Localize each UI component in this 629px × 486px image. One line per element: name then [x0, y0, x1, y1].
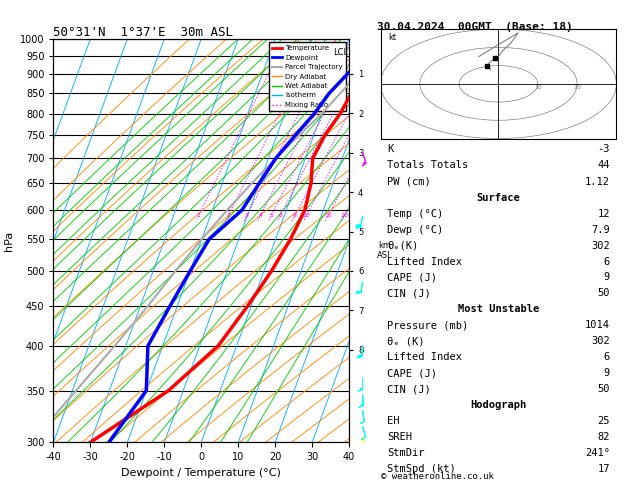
Text: 6: 6	[604, 352, 610, 362]
Text: CIN (J): CIN (J)	[387, 384, 431, 394]
Text: 9: 9	[604, 368, 610, 378]
Text: 50°31'N  1°37'E  30m ASL: 50°31'N 1°37'E 30m ASL	[53, 26, 233, 39]
Text: θₑ (K): θₑ (K)	[387, 336, 425, 346]
X-axis label: Dewpoint / Temperature (°C): Dewpoint / Temperature (°C)	[121, 468, 281, 478]
Text: -3: -3	[598, 144, 610, 154]
Text: 44: 44	[598, 160, 610, 171]
Text: CIN (J): CIN (J)	[387, 288, 431, 298]
Text: 25: 25	[598, 416, 610, 426]
Text: 17: 17	[598, 464, 610, 474]
Text: kt: kt	[388, 33, 396, 42]
Text: 6: 6	[278, 213, 282, 218]
Text: 6: 6	[604, 257, 610, 267]
Text: Most Unstable: Most Unstable	[458, 304, 539, 314]
Text: 82: 82	[598, 432, 610, 442]
Text: CAPE (J): CAPE (J)	[387, 368, 437, 378]
Text: PW (cm): PW (cm)	[387, 177, 431, 187]
Y-axis label: km
ASL: km ASL	[377, 241, 392, 260]
Text: 9: 9	[604, 273, 610, 282]
Legend: Temperature, Dewpoint, Parcel Trajectory, Dry Adiabat, Wet Adiabat, Isotherm, Mi: Temperature, Dewpoint, Parcel Trajectory…	[269, 42, 345, 111]
Text: Hodograph: Hodograph	[470, 400, 526, 410]
Text: 1: 1	[196, 213, 201, 218]
Text: 5: 5	[269, 213, 273, 218]
Text: © weatheronline.co.uk: © weatheronline.co.uk	[381, 472, 493, 481]
Text: 3: 3	[245, 213, 249, 218]
Text: Temp (°C): Temp (°C)	[387, 209, 443, 219]
Text: 12: 12	[598, 209, 610, 219]
Text: 7.9: 7.9	[591, 225, 610, 235]
Text: Lifted Index: Lifted Index	[387, 257, 462, 267]
Text: 30.04.2024  00GMT  (Base: 18): 30.04.2024 00GMT (Base: 18)	[377, 22, 573, 32]
Text: 4: 4	[259, 213, 262, 218]
Text: 1.12: 1.12	[585, 177, 610, 187]
Text: EH: EH	[387, 416, 399, 426]
Text: 10: 10	[534, 86, 542, 90]
Text: 302: 302	[591, 336, 610, 346]
Text: 10: 10	[303, 213, 310, 218]
Text: Lifted Index: Lifted Index	[387, 352, 462, 362]
Text: 2: 2	[226, 213, 230, 218]
Text: 15: 15	[325, 213, 332, 218]
Text: 50: 50	[598, 384, 610, 394]
Text: 8: 8	[293, 213, 297, 218]
Text: Totals Totals: Totals Totals	[387, 160, 469, 171]
Text: StmDir: StmDir	[387, 448, 425, 458]
Text: 241°: 241°	[585, 448, 610, 458]
Text: 20: 20	[573, 86, 581, 90]
Text: CAPE (J): CAPE (J)	[387, 273, 437, 282]
Text: LCL: LCL	[333, 48, 348, 57]
Text: Dewp (°C): Dewp (°C)	[387, 225, 443, 235]
Text: K: K	[387, 144, 393, 154]
Text: 20: 20	[340, 213, 348, 218]
Text: 302: 302	[591, 241, 610, 251]
Text: 1014: 1014	[585, 320, 610, 330]
Text: θₑ(K): θₑ(K)	[387, 241, 418, 251]
Text: Surface: Surface	[477, 193, 520, 203]
Text: Pressure (mb): Pressure (mb)	[387, 320, 469, 330]
Text: 50: 50	[598, 288, 610, 298]
Text: SREH: SREH	[387, 432, 412, 442]
Text: StmSpd (kt): StmSpd (kt)	[387, 464, 456, 474]
Y-axis label: hPa: hPa	[4, 230, 14, 251]
